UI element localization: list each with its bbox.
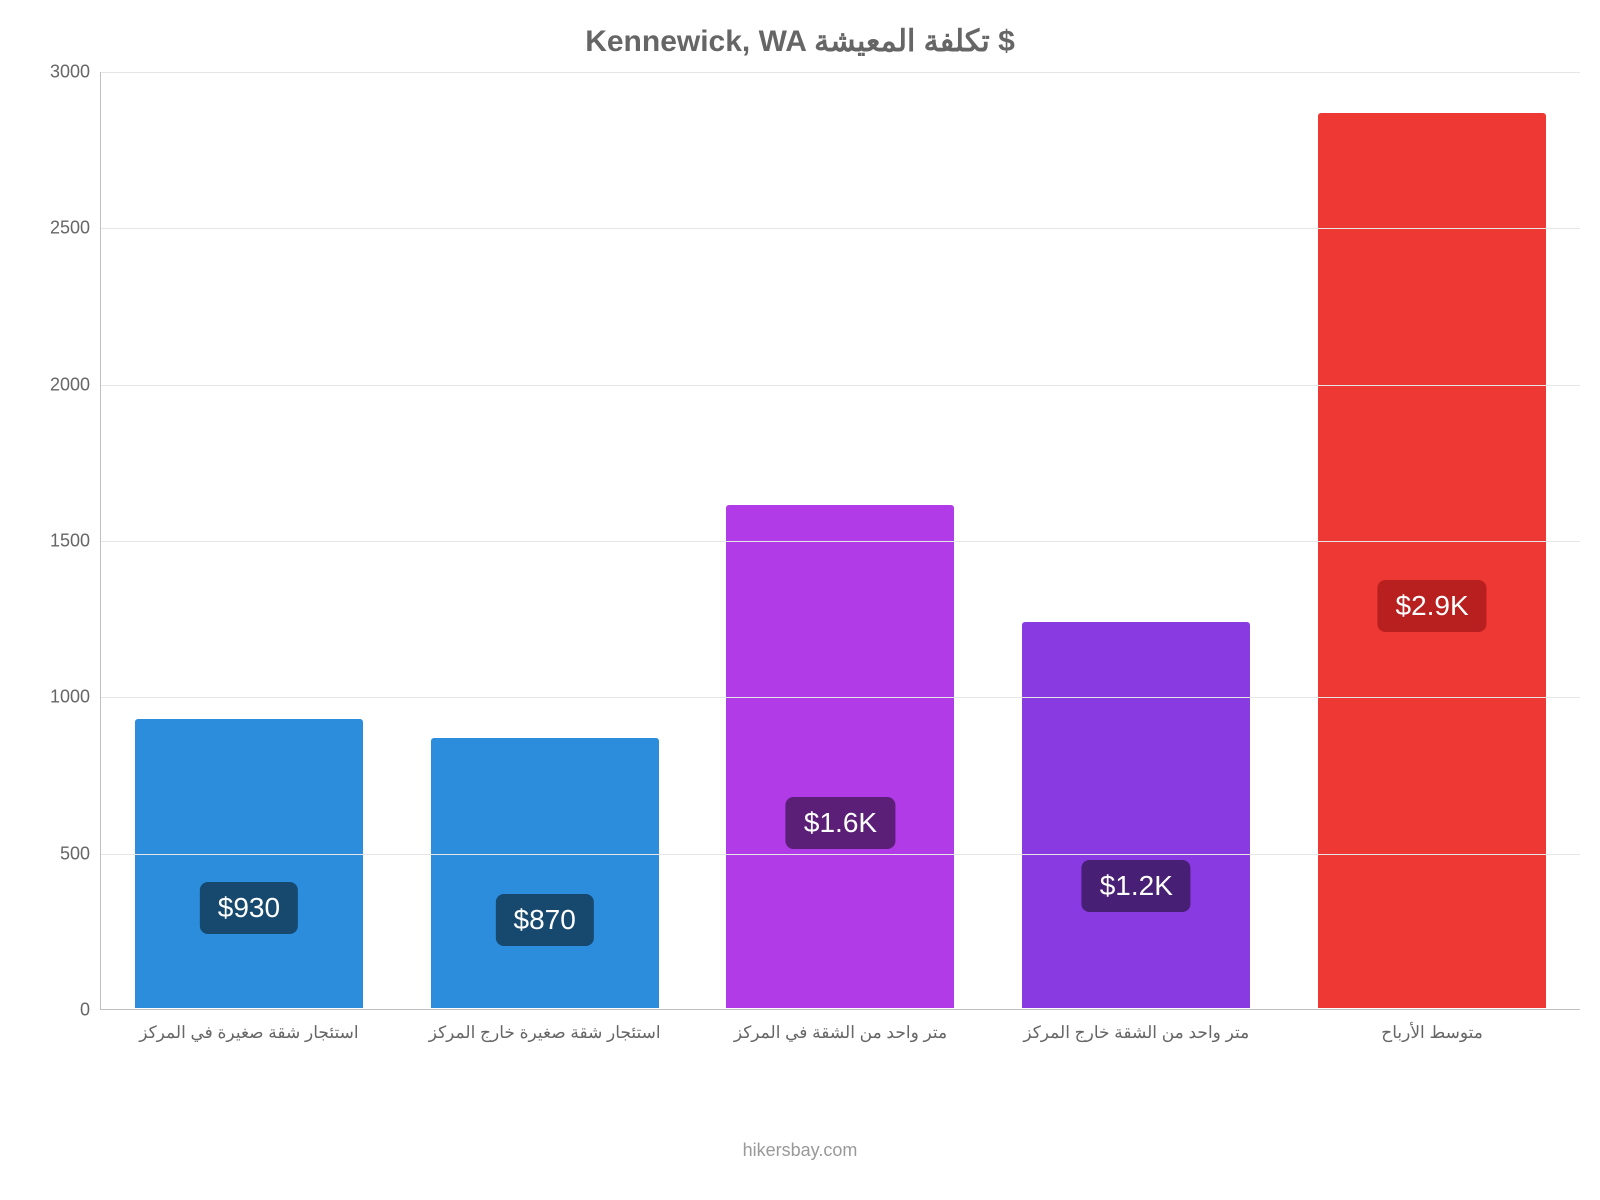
bar: $1.6K bbox=[725, 504, 955, 1009]
gridline bbox=[101, 541, 1580, 542]
gridline bbox=[101, 697, 1580, 698]
category-label: متر واحد من الشقة في المركز bbox=[734, 1023, 947, 1043]
y-tick-label: 2500 bbox=[50, 218, 90, 239]
y-tick-label: 1500 bbox=[50, 531, 90, 552]
chart-title: Kennewick, WA تكلفة المعيشة $ bbox=[0, 24, 1600, 59]
bar: $870 bbox=[430, 737, 660, 1009]
bar-value-label: $870 bbox=[496, 894, 594, 946]
bar-value-label: $1.6K bbox=[786, 797, 895, 849]
y-tick-label: 2000 bbox=[50, 374, 90, 395]
category-label: استئجار شقة صغيرة في المركز bbox=[139, 1023, 358, 1043]
y-tick-label: 500 bbox=[60, 843, 90, 864]
category-label: متوسط الأرباح bbox=[1381, 1023, 1483, 1043]
bar-value-label: $1.2K bbox=[1082, 860, 1191, 912]
gridline bbox=[101, 228, 1580, 229]
plot-area: $930استئجار شقة صغيرة في المركز$870استئج… bbox=[100, 72, 1580, 1010]
bar: $1.2K bbox=[1021, 621, 1251, 1009]
y-tick-label: 1000 bbox=[50, 687, 90, 708]
bar: $930 bbox=[134, 718, 364, 1009]
category-label: متر واحد من الشقة خارج المركز bbox=[1023, 1023, 1249, 1043]
bar-value-label: $930 bbox=[200, 882, 298, 934]
gridline bbox=[101, 385, 1580, 386]
gridline bbox=[101, 854, 1580, 855]
category-label: استئجار شقة صغيرة خارج المركز bbox=[429, 1023, 661, 1043]
cost-of-living-chart: Kennewick, WA تكلفة المعيشة $ $930استئجا… bbox=[0, 0, 1600, 1200]
bar: $2.9K bbox=[1317, 112, 1547, 1009]
chart-footer: hikersbay.com bbox=[0, 1140, 1600, 1161]
y-tick-label: 0 bbox=[80, 1000, 90, 1021]
gridline bbox=[101, 72, 1580, 73]
y-tick-label: 3000 bbox=[50, 62, 90, 83]
bar-value-label: $2.9K bbox=[1377, 580, 1486, 632]
